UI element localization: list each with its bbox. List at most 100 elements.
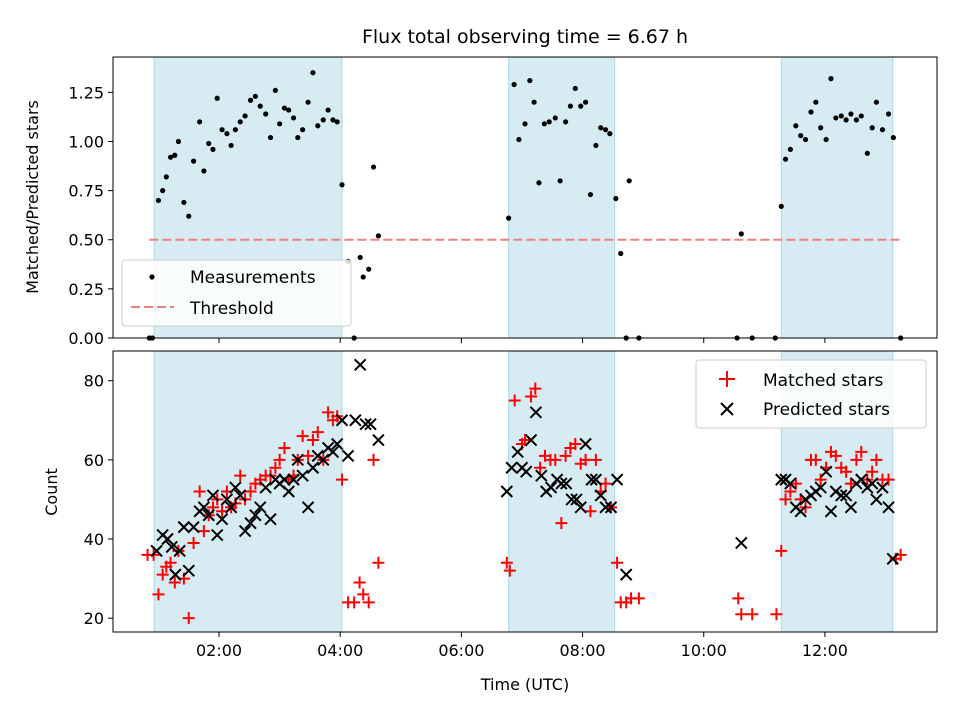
top-legend-frame xyxy=(121,259,352,327)
top-series-0-point-24 xyxy=(257,103,263,109)
x-axis-label: Time (UTC) xyxy=(480,675,569,694)
bot-series-1-point-67 xyxy=(604,501,618,514)
bot-series-0-point-6 xyxy=(168,576,181,589)
top-series-0-point-96 xyxy=(864,150,870,156)
top-series-0-point-32 xyxy=(295,134,301,141)
top-series-0-point-17 xyxy=(224,131,230,137)
top-series-0-point-58 xyxy=(552,115,558,121)
bot-series-0-point-61 xyxy=(559,449,572,462)
bot-series-1-point-0 xyxy=(150,544,163,558)
bot-series-0-point-41 xyxy=(336,473,349,486)
bot-series-1-point-81 xyxy=(824,505,838,518)
bot-series-1-point-21 xyxy=(249,509,262,522)
bot-series-1-point-14 xyxy=(215,512,229,526)
bot-series-1-point-17 xyxy=(229,481,242,494)
top-series-0-point-29 xyxy=(281,105,288,111)
bot-series-1-point-69 xyxy=(619,568,633,581)
bot-series-1-point-37 xyxy=(326,445,340,459)
top-series-0-point-40 xyxy=(334,119,340,125)
bot-series-0-point-51 xyxy=(508,394,521,407)
top-series-0-point-99 xyxy=(879,127,886,133)
bot-series-0-point-75 xyxy=(632,592,645,605)
bot-series-1-point-10 xyxy=(197,501,211,514)
bot-series-1-point-51 xyxy=(524,433,538,447)
bot-series-0-point-95 xyxy=(850,453,863,466)
bot-series-0-point-80 xyxy=(775,544,788,557)
top-series-0-point-85 xyxy=(808,109,814,115)
bot-series-0-point-65 xyxy=(579,453,592,466)
top-series-0-point-60 xyxy=(562,119,569,125)
x-tick-label-5: 12:00 xyxy=(802,641,848,660)
bot-series-0-point-5 xyxy=(164,556,177,569)
top-series-0-point-44 xyxy=(357,254,363,261)
bot-series-0-point-91 xyxy=(829,449,842,462)
top-series-0-point-52 xyxy=(522,121,528,127)
top-series-0-point-13 xyxy=(206,140,212,147)
top-series-0-point-92 xyxy=(843,117,849,123)
legend-label-matched: Matched stars xyxy=(763,371,883,391)
top-series-0-point-30 xyxy=(286,107,292,113)
top-series-0-point-23 xyxy=(252,93,258,99)
bot-series-1-point-38 xyxy=(330,437,344,451)
bot-series-1-point-89 xyxy=(865,477,879,490)
bot-series-0-point-11 xyxy=(193,485,206,498)
top-series-0-point-16 xyxy=(219,127,225,133)
top-series-0-point-33 xyxy=(300,127,306,133)
top-series-0-point-4 xyxy=(163,174,169,180)
top-series-0-point-101 xyxy=(890,134,896,141)
top-series-0-point-25 xyxy=(263,111,269,117)
bot-series-0-point-55 xyxy=(529,382,542,395)
top-series-0-point-20 xyxy=(237,119,243,125)
bot-series-1-point-41 xyxy=(349,414,362,427)
top-series-0-point-76 xyxy=(738,231,744,237)
top-series-0-point-3 xyxy=(160,188,166,194)
chart-title: Flux total observing time = 6.67 h xyxy=(362,26,688,48)
bot-series-1-point-57 xyxy=(555,477,568,490)
bot-series-0-point-79 xyxy=(770,608,783,621)
top-series-0-point-8 xyxy=(181,199,187,206)
bot-series-1-point-23 xyxy=(259,481,272,494)
bot-series-1-point-71 xyxy=(775,473,788,486)
bot-series-0-point-10 xyxy=(187,536,200,549)
bot-series-1-point-32 xyxy=(301,501,315,514)
top-series-0-point-61 xyxy=(567,103,574,109)
bot-series-1-point-91 xyxy=(876,481,889,494)
bot-series-0-point-38 xyxy=(322,406,335,419)
bot-series-1-point-5 xyxy=(173,544,186,558)
bot-series-1-point-90 xyxy=(870,493,883,506)
top-series-0-point-11 xyxy=(197,119,203,125)
top-series-0-point-67 xyxy=(598,125,604,131)
top-series-0-point-5 xyxy=(167,154,174,160)
top-series-0-point-59 xyxy=(557,178,563,184)
bot-series-0-point-94 xyxy=(844,477,857,490)
bot-series-0-point-29 xyxy=(278,441,291,454)
top-series-0-point-14 xyxy=(210,146,216,152)
bot-series-1-point-80 xyxy=(819,465,833,478)
top-series-0-point-27 xyxy=(272,87,278,94)
top-series-0-point-64 xyxy=(582,99,589,105)
bot-series-1-point-40 xyxy=(341,449,355,463)
bot-series-1-point-33 xyxy=(306,461,320,474)
x-tick-label-1: 04:00 xyxy=(317,641,363,660)
top-series-0-point-15 xyxy=(214,95,220,101)
bot-series-1-point-83 xyxy=(835,489,848,502)
bot-series-0-point-71 xyxy=(611,556,624,569)
top-series-0-point-81 xyxy=(787,146,793,152)
top-series-0-point-31 xyxy=(290,115,297,121)
x-tick-label-0: 02:00 xyxy=(196,641,242,660)
bot-series-1-point-42 xyxy=(353,358,367,372)
bot-series-1-point-28 xyxy=(282,485,295,498)
top-series-0-point-57 xyxy=(546,119,552,125)
bot-series-1-point-30 xyxy=(291,453,305,467)
top-series-0-point-84 xyxy=(802,136,809,143)
top-series-0-point-91 xyxy=(838,113,844,119)
bot-series-0-point-99 xyxy=(870,453,883,466)
top-series-0-point-7 xyxy=(175,138,182,145)
bot-series-0-point-98 xyxy=(866,465,879,478)
top-series-0-point-90 xyxy=(833,115,839,121)
top-y-tick-label-2: 0.50 xyxy=(68,231,104,250)
bot-series-0-point-44 xyxy=(353,576,366,589)
top-series-0-point-51 xyxy=(516,136,522,143)
bot-series-1-point-63 xyxy=(585,473,598,486)
